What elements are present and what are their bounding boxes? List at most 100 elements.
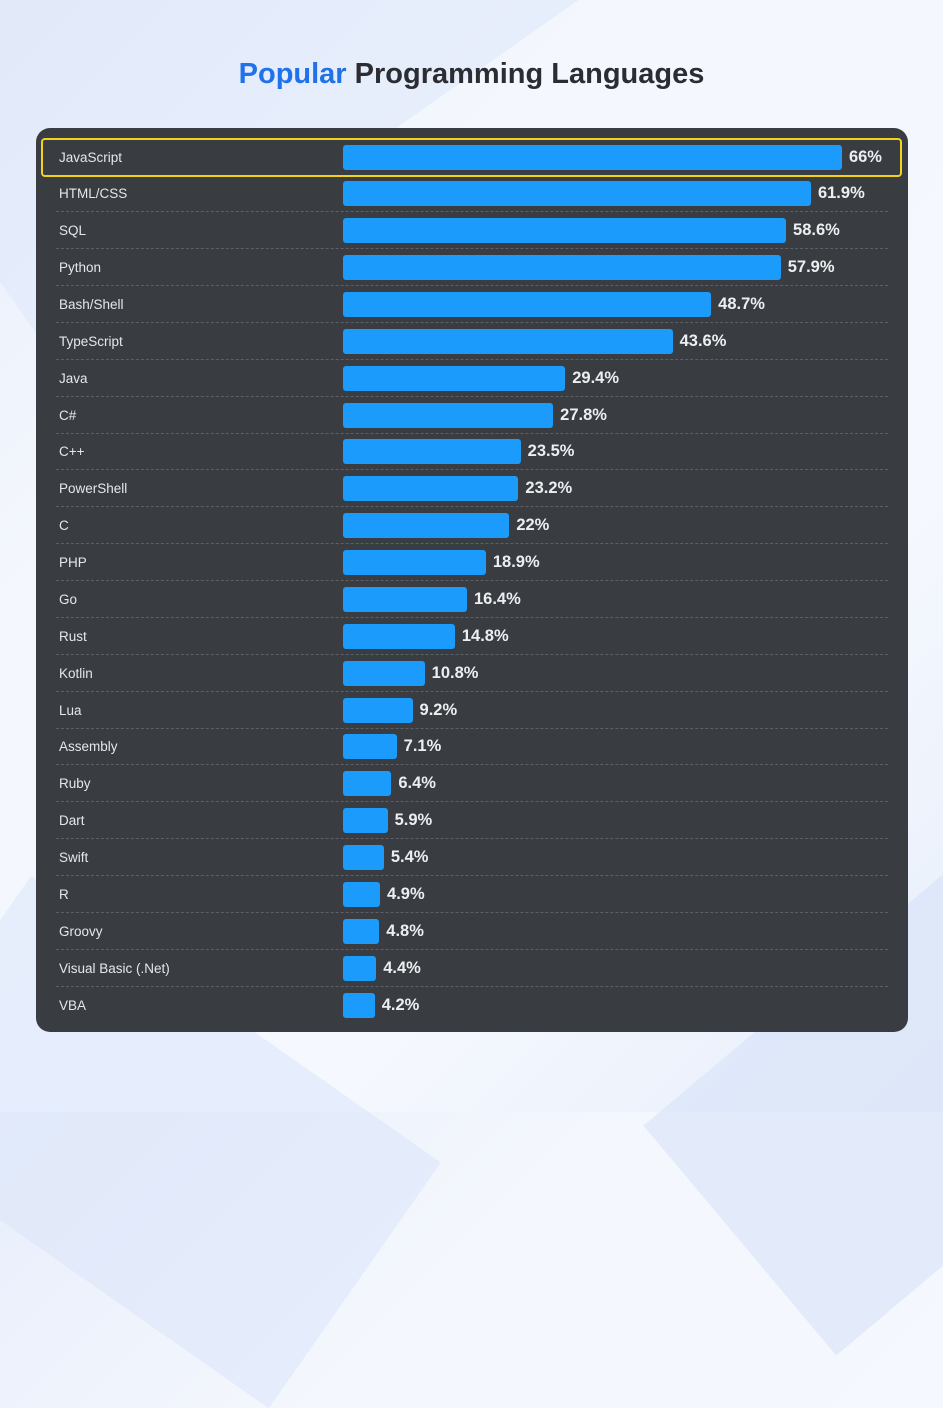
bar-row[interactable]: JavaScript 66% <box>36 137 908 177</box>
bar-row[interactable]: Swift 5.4% <box>36 839 908 877</box>
bar[interactable] <box>343 513 510 539</box>
bar-row[interactable]: R 4.9% <box>36 876 908 913</box>
bar-row[interactable]: C++ 23.5% <box>36 433 908 471</box>
value-label: 16.4% <box>473 589 521 608</box>
bar-row[interactable]: Kotlin 10.8% <box>36 655 908 692</box>
bar-row[interactable]: SQL 58.6% <box>36 212 908 250</box>
bar-row[interactable]: Ruby 6.4% <box>36 765 908 803</box>
bar-row[interactable]: PowerShell 23.2% <box>36 470 908 508</box>
category-label: PowerShell <box>59 481 128 497</box>
bar-row[interactable]: Go 16.4% <box>36 581 908 618</box>
page-title: Popular Programming Languages <box>0 58 943 91</box>
value-label: 10.8% <box>431 663 479 682</box>
category-label: PHP <box>59 555 87 571</box>
value-label: 22% <box>516 516 550 535</box>
category-label: Groovy <box>59 923 103 939</box>
category-label: Go <box>59 591 78 607</box>
category-label: Dart <box>59 813 85 829</box>
row-separator <box>56 248 888 250</box>
bar[interactable] <box>343 402 554 428</box>
category-label: Python <box>59 260 102 276</box>
category-label: Rust <box>59 628 87 644</box>
value-label: 18.9% <box>492 553 540 572</box>
row-separator <box>56 801 888 803</box>
bar[interactable] <box>343 918 380 944</box>
value-label: 61.9% <box>817 184 865 203</box>
title-accent: Popular <box>238 58 347 90</box>
bar[interactable] <box>343 181 811 207</box>
bar-row[interactable]: C 22% <box>36 507 908 545</box>
row-separator <box>56 727 888 729</box>
category-label: Ruby <box>59 776 91 792</box>
bar[interactable] <box>343 734 397 760</box>
category-label: C++ <box>59 444 85 460</box>
row-separator <box>56 211 888 213</box>
bar-row[interactable]: Python 57.9% <box>36 249 908 287</box>
value-label: 58.6% <box>793 221 840 240</box>
value-label: 4.8% <box>386 921 424 940</box>
row-separator <box>56 395 888 397</box>
bar[interactable] <box>343 660 425 686</box>
bar-row[interactable]: VBA 4.2% <box>36 987 908 1024</box>
value-label: 4.9% <box>387 884 425 903</box>
value-label: 48.7% <box>718 294 765 313</box>
category-label: R <box>59 886 69 902</box>
bar[interactable] <box>343 255 781 281</box>
value-label: 5.9% <box>394 811 433 830</box>
category-label: TypeScript <box>59 333 123 349</box>
bar-row[interactable]: HTML/CSS 61.9% <box>36 175 908 213</box>
row-separator <box>56 690 888 692</box>
bar[interactable] <box>343 328 673 354</box>
row-separator <box>56 616 888 618</box>
bar-row[interactable]: Dart 5.9% <box>36 802 908 840</box>
bar-row[interactable]: C# 27.8% <box>36 397 908 434</box>
category-label: JavaScript <box>59 149 123 165</box>
bar-row[interactable]: PHP 18.9% <box>36 544 908 582</box>
bar[interactable] <box>343 881 381 907</box>
bar[interactable] <box>343 476 519 502</box>
bar[interactable] <box>343 808 388 834</box>
bar-row[interactable]: TypeScript 43.6% <box>36 323 908 360</box>
row-separator <box>56 321 888 323</box>
category-label: C# <box>59 407 77 423</box>
bar[interactable] <box>343 623 455 649</box>
value-label: 23.5% <box>527 442 575 461</box>
bar-row[interactable]: Lua 9.2% <box>36 692 908 729</box>
category-label: Visual Basic (.Net) <box>59 960 170 976</box>
bar[interactable] <box>343 992 375 1018</box>
bar[interactable] <box>343 697 413 723</box>
category-label: Assembly <box>59 739 118 755</box>
bar-row[interactable]: Assembly 7.1% <box>36 728 908 766</box>
value-label: 29.4% <box>572 368 620 387</box>
bar[interactable] <box>343 439 521 465</box>
row-separator <box>56 543 888 545</box>
bar-row[interactable]: Groovy 4.8% <box>36 913 908 950</box>
bar[interactable] <box>343 144 842 170</box>
value-label: 5.4% <box>390 848 429 867</box>
row-separator <box>56 985 888 987</box>
bar[interactable] <box>343 586 467 612</box>
row-separator <box>56 358 888 360</box>
value-label: 57.9% <box>787 258 835 277</box>
bar[interactable] <box>343 218 787 244</box>
bar[interactable] <box>343 291 712 317</box>
bar-row[interactable]: Rust 14.8% <box>36 618 908 655</box>
row-separator <box>56 469 888 471</box>
bar[interactable] <box>343 365 566 391</box>
bar[interactable] <box>343 955 377 981</box>
category-label: Java <box>59 370 88 386</box>
value-label: 27.8% <box>560 405 607 424</box>
bar[interactable] <box>343 771 392 797</box>
value-label: 4.2% <box>381 995 420 1014</box>
row-separator <box>56 580 888 582</box>
category-label: VBA <box>59 997 87 1013</box>
bar-row[interactable]: Bash/Shell 48.7% <box>36 286 908 323</box>
row-separator <box>56 911 888 913</box>
value-label: 14.8% <box>461 626 509 645</box>
bar[interactable] <box>343 550 486 576</box>
bar-row[interactable]: Java 29.4% <box>36 360 908 397</box>
value-label: 7.1% <box>403 737 442 756</box>
bar-row[interactable]: Visual Basic (.Net) 4.4% <box>36 950 908 987</box>
value-label: 4.4% <box>383 958 421 977</box>
bar[interactable] <box>343 845 384 871</box>
